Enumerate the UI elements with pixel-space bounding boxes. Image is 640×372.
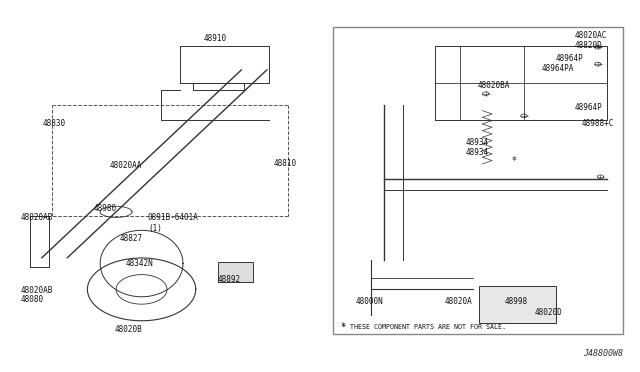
- Text: 48934: 48934: [465, 148, 488, 157]
- Text: 0891B-6401A
(1): 0891B-6401A (1): [148, 213, 199, 232]
- Text: * THESE COMPONENT PARTS ARE NOT FOR SALE.: * THESE COMPONENT PARTS ARE NOT FOR SALE…: [342, 324, 506, 330]
- Text: 48964P: 48964P: [556, 54, 584, 63]
- Text: J48800W8: J48800W8: [582, 350, 623, 359]
- Text: 48020BA: 48020BA: [478, 81, 511, 90]
- Text: *: *: [512, 156, 516, 166]
- Text: 48020AB: 48020AB: [20, 213, 53, 222]
- Text: 48964PA: 48964PA: [541, 64, 574, 73]
- Text: 48934: 48934: [465, 138, 488, 147]
- Text: 48020AA: 48020AA: [109, 161, 142, 170]
- Text: 48980: 48980: [94, 204, 117, 214]
- Text: 48020A: 48020A: [445, 297, 473, 306]
- Bar: [333, 27, 623, 334]
- Text: 48998: 48998: [505, 297, 528, 306]
- Text: 48830: 48830: [43, 119, 66, 128]
- Text: 48964P: 48964P: [575, 103, 603, 112]
- Text: 48810: 48810: [273, 159, 296, 169]
- Text: 48020AB: 48020AB: [20, 286, 53, 295]
- Text: 48820D: 48820D: [575, 41, 603, 50]
- Text: 48827: 48827: [119, 234, 142, 243]
- Text: *: *: [341, 322, 346, 332]
- Text: 48080: 48080: [20, 295, 44, 304]
- Text: 48988+C: 48988+C: [581, 119, 614, 128]
- Text: 48020D: 48020D: [534, 308, 562, 317]
- Text: 48000N: 48000N: [356, 297, 383, 306]
- Text: 48020B: 48020B: [115, 326, 143, 334]
- Text: 48892: 48892: [218, 275, 241, 283]
- Bar: [218, 262, 253, 282]
- Text: 48910: 48910: [204, 34, 227, 43]
- Bar: [479, 286, 556, 323]
- Text: 48020AC: 48020AC: [575, 31, 607, 40]
- Text: 48342N: 48342N: [125, 259, 154, 268]
